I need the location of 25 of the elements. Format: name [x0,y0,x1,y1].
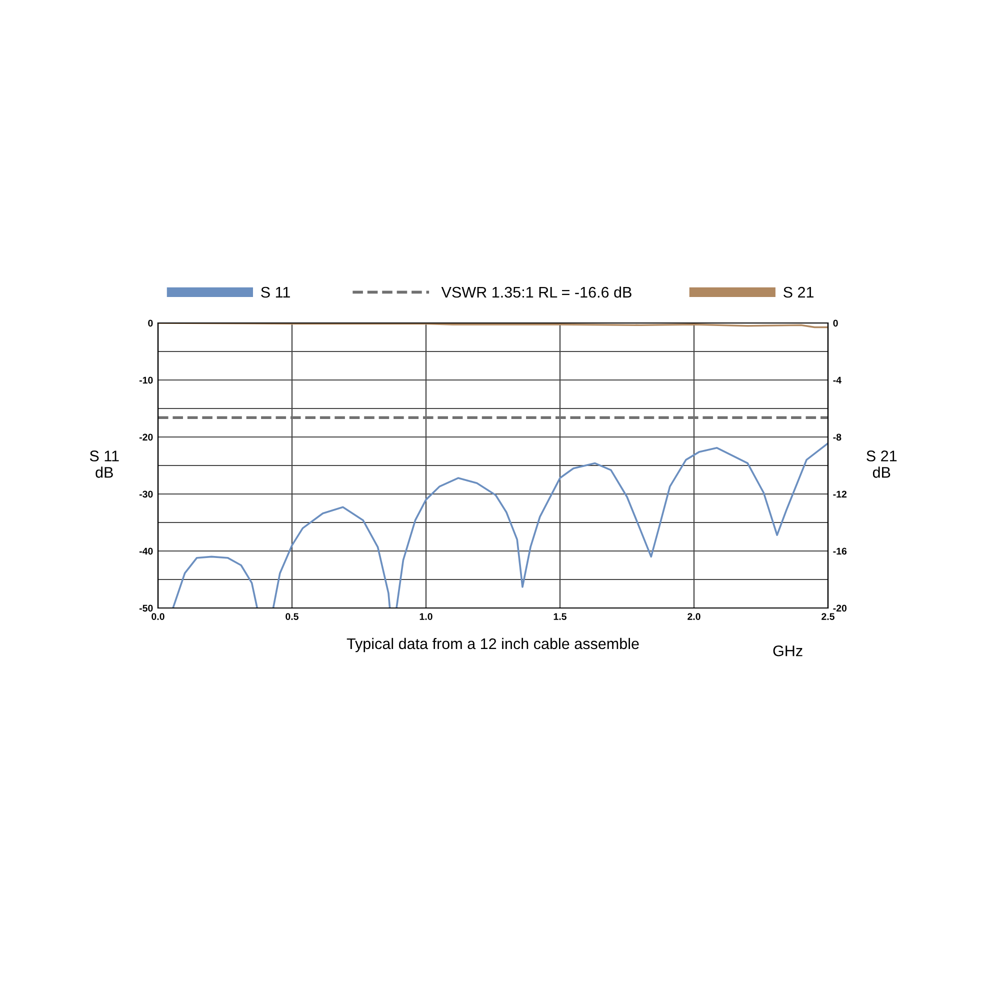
y2-tick-label: 0 [833,320,838,327]
y2-tick-label: -20 [833,604,847,612]
legend-label: S 21 [784,286,814,298]
y2-axis-title: S 21 dB [866,450,897,478]
y-axis-title: S 11 dB [90,450,119,478]
y2-tick-label: -16 [833,548,847,555]
x-tick-label: 2.0 [688,613,700,620]
y2-tick-label: -8 [833,434,842,441]
legend-label: S 11 [261,286,290,298]
x-tick-label: 1.5 [554,613,566,620]
x-tick-label: 2.5 [822,613,834,620]
y2-tick-label: -4 [833,376,842,384]
y-tick-label: -30 [139,490,153,498]
y2-tick-label: -12 [833,490,847,498]
x-tick-label: 0.5 [286,613,298,620]
y-tick-label: -20 [139,434,153,441]
y-tick-label: -40 [139,548,153,555]
x-tick-label: 1.0 [420,613,432,620]
text: Typical data from a 12 inch cable assemble [346,638,639,652]
y-tick-label: -50 [139,604,153,612]
legend-label: VSWR 1.35:1 RL = -16.6 dB [441,286,632,298]
x-axis-title: GHz [773,645,802,656]
y-tick-label: 0 [148,320,153,327]
x-tick-label: 0.0 [152,613,164,620]
y-tick-label: -10 [139,376,153,384]
